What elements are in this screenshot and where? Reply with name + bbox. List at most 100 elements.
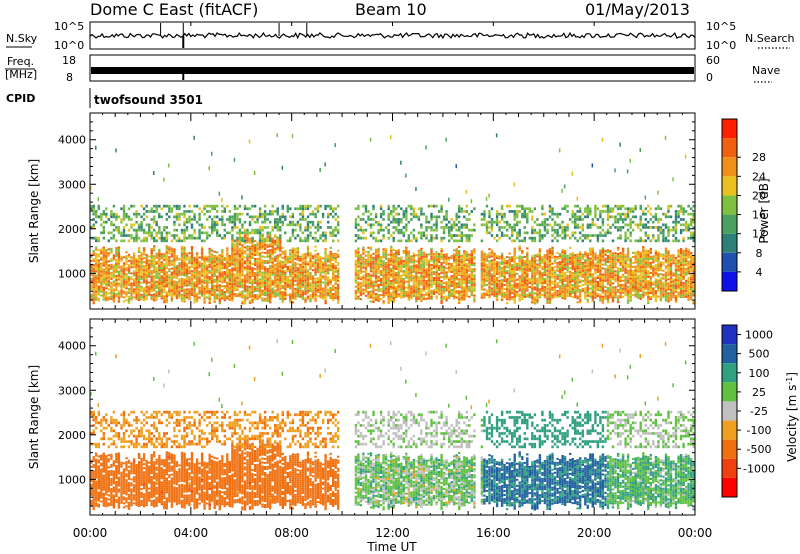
power-cell <box>269 259 272 262</box>
power-cell <box>541 220 544 224</box>
power-cell <box>110 215 113 219</box>
power-cell <box>513 253 516 256</box>
power-cell <box>432 271 436 273</box>
power-cell <box>221 257 224 260</box>
power-cell <box>281 301 284 303</box>
power-cell <box>387 301 390 304</box>
power-cell <box>495 293 499 295</box>
power-cell <box>158 267 161 269</box>
power-cell <box>407 258 410 261</box>
power-cell <box>115 251 118 253</box>
power-cell <box>256 293 259 296</box>
power-cell <box>379 204 383 208</box>
power-cell <box>223 291 226 294</box>
power-cell <box>195 262 199 265</box>
power-cell <box>294 247 297 250</box>
power-cell <box>432 293 436 295</box>
power-cell <box>490 265 494 268</box>
power-cell <box>435 287 438 290</box>
power-cell <box>183 298 186 301</box>
power-cell <box>311 293 315 296</box>
power-cell <box>387 273 390 276</box>
power-cell <box>531 267 534 270</box>
power-cell <box>334 296 337 299</box>
power-cell <box>231 257 234 260</box>
power-cell <box>142 281 146 284</box>
power-cell <box>256 287 259 290</box>
power-cell <box>410 269 413 272</box>
power-cell <box>311 210 315 213</box>
power-cell <box>390 249 393 252</box>
power-cell <box>95 276 98 279</box>
power-cell <box>505 284 509 287</box>
power-cell <box>453 255 456 258</box>
power-cell <box>135 260 138 262</box>
power-cell <box>231 289 234 292</box>
power-cell <box>523 210 526 213</box>
power-cell <box>369 296 373 299</box>
power-cell <box>490 255 494 258</box>
power-cell <box>427 220 431 224</box>
power-cell <box>400 276 403 279</box>
power-cell <box>369 270 373 273</box>
power-cell <box>271 245 274 248</box>
power-cell <box>337 289 340 292</box>
power-cell <box>483 210 486 213</box>
power-cell <box>400 218 403 221</box>
power-cell <box>518 269 521 272</box>
power-cell <box>175 212 179 216</box>
power-cell <box>316 207 320 211</box>
power-cell <box>208 291 211 294</box>
power-cell <box>503 263 506 266</box>
power-cell <box>397 275 400 278</box>
power-cell <box>495 277 499 279</box>
power-cell <box>221 215 224 219</box>
power-cell <box>473 228 476 232</box>
power-cell <box>148 263 151 266</box>
power-cell <box>523 287 526 290</box>
power-cell <box>155 260 158 263</box>
power-cell <box>531 259 534 262</box>
power-cell <box>173 266 176 269</box>
power-cell <box>211 263 214 266</box>
power-cell <box>382 282 385 285</box>
power-cell <box>120 220 123 224</box>
power-cell <box>417 277 421 280</box>
power-cell <box>468 236 471 240</box>
power-cell <box>168 288 171 291</box>
power-cell <box>263 226 267 229</box>
power-cell <box>329 269 332 271</box>
power-cell <box>195 254 199 257</box>
power-cell <box>281 279 284 281</box>
power-cell <box>528 296 531 299</box>
power-cell <box>395 274 398 276</box>
power-cell <box>198 260 201 263</box>
power-cell <box>127 277 131 280</box>
power-cell <box>243 250 247 253</box>
power-cell <box>112 270 116 273</box>
power-cell <box>465 210 468 213</box>
power-cell <box>448 270 451 273</box>
power-cell <box>450 277 453 279</box>
power-cell <box>206 278 209 281</box>
power-cell <box>437 257 441 259</box>
power-cell <box>221 267 224 270</box>
power-cell <box>445 218 448 221</box>
power-cell <box>332 252 335 255</box>
power-cell <box>309 298 312 301</box>
power-cell <box>178 258 181 261</box>
power-cell <box>203 297 206 300</box>
power-cell <box>422 255 426 258</box>
power-cell <box>279 253 282 256</box>
power-cell <box>165 293 168 296</box>
power-cell <box>425 220 428 224</box>
power-cell <box>374 272 378 275</box>
power-cell <box>417 261 421 264</box>
power-cell <box>306 207 310 211</box>
power-cell <box>269 253 272 256</box>
power-cell <box>130 294 133 297</box>
power-cell <box>256 245 259 248</box>
power-cell <box>392 285 395 287</box>
power-cell <box>241 223 244 227</box>
power-cell <box>150 254 153 256</box>
